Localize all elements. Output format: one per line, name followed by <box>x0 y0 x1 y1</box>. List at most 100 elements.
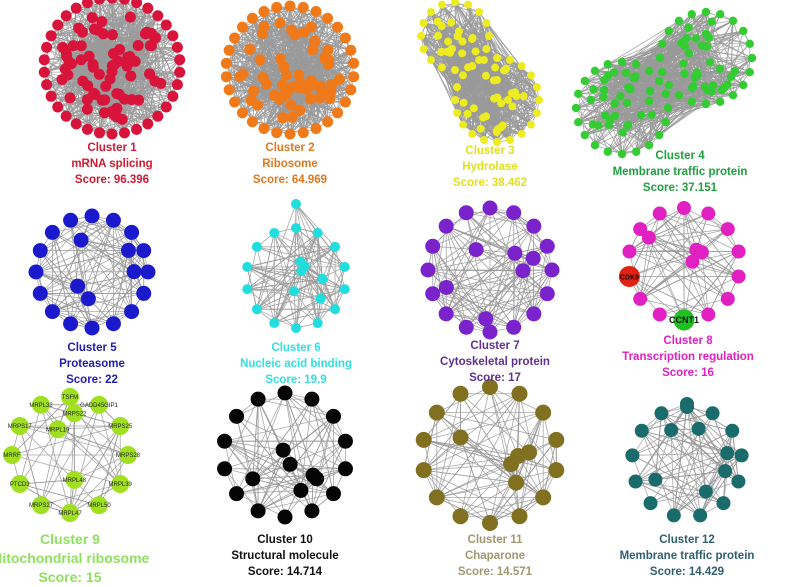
protein-node[interactable] <box>581 131 589 139</box>
protein-node[interactable] <box>708 17 716 25</box>
protein-node[interactable] <box>599 93 607 101</box>
protein-node[interactable] <box>64 92 75 103</box>
protein-node[interactable] <box>623 121 631 129</box>
protein-node[interactable] <box>311 6 322 17</box>
protein-node[interactable] <box>304 503 319 518</box>
protein-node[interactable] <box>574 118 582 126</box>
protein-node[interactable] <box>507 246 522 261</box>
protein-node[interactable] <box>591 141 599 149</box>
protein-node[interactable] <box>172 42 183 53</box>
protein-node[interactable] <box>271 127 282 138</box>
protein-node[interactable] <box>622 69 630 77</box>
protein-node[interactable] <box>63 316 78 331</box>
protein-node[interactable] <box>675 17 683 25</box>
protein-node[interactable] <box>126 264 141 279</box>
protein-node[interactable] <box>684 23 692 31</box>
protein-node[interactable] <box>234 71 245 82</box>
protein-node[interactable] <box>520 92 528 100</box>
protein-node[interactable] <box>677 39 685 47</box>
protein-node[interactable] <box>540 286 555 301</box>
protein-node[interactable] <box>645 97 653 105</box>
protein-node[interactable] <box>689 82 697 90</box>
protein-node[interactable] <box>512 508 528 524</box>
protein-node[interactable] <box>99 107 110 118</box>
protein-node[interactable] <box>96 16 107 27</box>
protein-node[interactable] <box>172 79 183 90</box>
protein-node[interactable] <box>665 27 673 35</box>
protein-node[interactable] <box>420 19 428 27</box>
protein-node[interactable] <box>502 65 510 73</box>
protein-node[interactable] <box>313 228 323 238</box>
protein-node[interactable] <box>246 95 257 106</box>
protein-node[interactable] <box>144 68 155 79</box>
protein-node[interactable] <box>477 125 485 133</box>
protein-node[interactable] <box>439 280 454 295</box>
protein-node[interactable] <box>482 45 490 53</box>
protein-node[interactable] <box>475 8 483 16</box>
protein-node[interactable] <box>345 45 356 56</box>
protein-node[interactable] <box>338 461 353 476</box>
protein-node[interactable] <box>229 486 244 501</box>
protein-node[interactable] <box>330 242 340 252</box>
protein-node[interactable] <box>451 66 459 74</box>
protein-node[interactable] <box>480 56 488 64</box>
protein-node[interactable] <box>52 101 63 112</box>
protein-node[interactable] <box>707 87 715 95</box>
protein-node[interactable] <box>526 306 541 321</box>
protein-node[interactable] <box>688 98 696 106</box>
protein-node[interactable] <box>217 434 232 449</box>
protein-node[interactable] <box>720 84 728 92</box>
protein-node[interactable] <box>610 68 618 76</box>
protein-node[interactable] <box>145 40 156 51</box>
protein-node[interactable] <box>87 12 98 23</box>
protein-node[interactable] <box>545 263 560 278</box>
protein-node[interactable] <box>679 59 687 67</box>
protein-node[interactable] <box>526 219 541 234</box>
protein-node[interactable] <box>322 116 333 127</box>
protein-node[interactable] <box>470 104 478 112</box>
protein-node[interactable] <box>291 323 301 333</box>
protein-node[interactable] <box>33 286 48 301</box>
protein-node[interactable] <box>630 74 638 82</box>
protein-node[interactable] <box>136 286 151 301</box>
protein-node[interactable] <box>459 71 467 79</box>
protein-node[interactable] <box>535 405 551 421</box>
protein-node[interactable] <box>133 40 144 51</box>
protein-node[interactable] <box>258 6 269 17</box>
protein-node[interactable] <box>251 392 266 407</box>
protein-node[interactable] <box>224 45 235 56</box>
protein-node[interactable] <box>310 36 321 47</box>
protein-node[interactable] <box>729 91 737 99</box>
protein-node[interactable] <box>452 386 468 402</box>
protein-node[interactable] <box>276 443 291 458</box>
protein-node[interactable] <box>458 49 466 57</box>
protein-node[interactable] <box>448 45 456 53</box>
protein-node[interactable] <box>453 83 461 91</box>
protein-node[interactable] <box>572 104 580 112</box>
protein-node[interactable] <box>221 71 232 82</box>
protein-node[interactable] <box>141 265 156 280</box>
protein-node[interactable] <box>645 67 653 75</box>
protein-node[interactable] <box>490 76 498 84</box>
protein-node[interactable] <box>664 104 672 112</box>
protein-node[interactable] <box>283 457 298 472</box>
protein-node[interactable] <box>504 96 512 104</box>
protein-node[interactable] <box>506 56 514 64</box>
protein-node[interactable] <box>692 34 700 42</box>
protein-node[interactable] <box>46 91 57 102</box>
protein-node[interactable] <box>468 62 476 70</box>
protein-node[interactable] <box>746 40 754 48</box>
protein-node[interactable] <box>429 405 445 421</box>
protein-node[interactable] <box>41 42 52 53</box>
protein-node[interactable] <box>512 92 520 100</box>
protein-node[interactable] <box>287 112 298 123</box>
protein-node[interactable] <box>287 82 298 93</box>
protein-node[interactable] <box>82 94 93 105</box>
protein-node[interactable] <box>616 92 624 100</box>
protein-node[interactable] <box>701 307 715 321</box>
protein-node[interactable] <box>237 107 248 118</box>
protein-node[interactable] <box>45 304 60 319</box>
protein-node[interactable] <box>693 72 701 80</box>
protein-node[interactable] <box>316 294 326 304</box>
protein-node[interactable] <box>647 111 655 119</box>
